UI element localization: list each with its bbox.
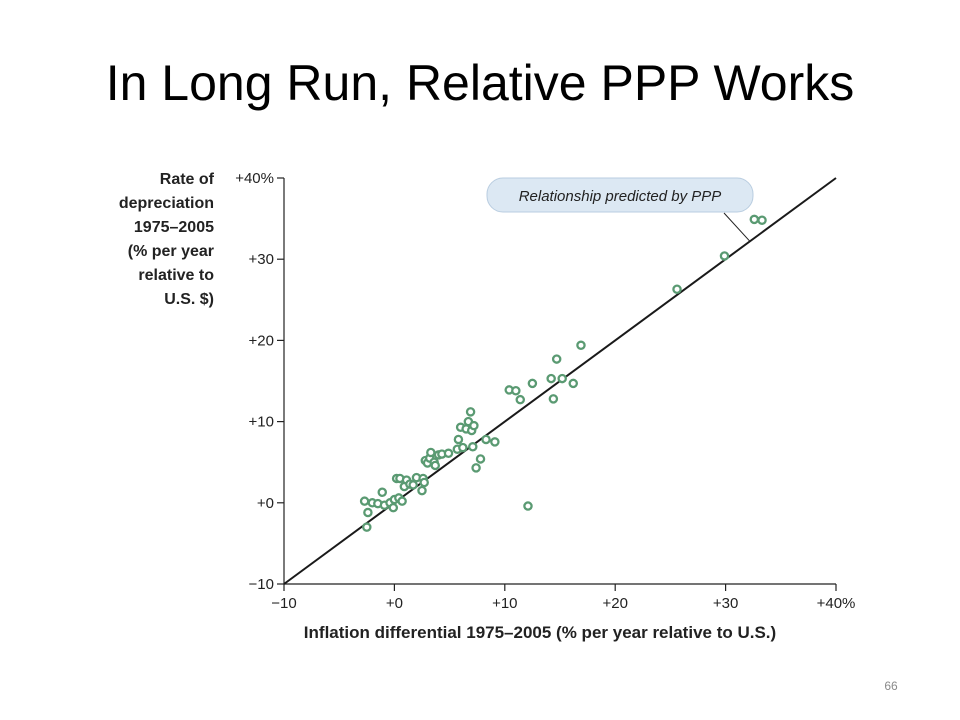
data-point	[490, 437, 500, 447]
data-point	[749, 214, 760, 225]
page-number: 66	[884, 679, 898, 693]
x-tick-label: +10	[492, 595, 517, 612]
y-tick-label: +40%	[235, 170, 274, 187]
data-point	[523, 501, 533, 511]
callout-pointer	[723, 212, 751, 242]
data-point	[443, 448, 454, 459]
data-point	[465, 407, 476, 417]
data-point	[408, 480, 418, 490]
data-point	[458, 442, 468, 453]
y-tick-label: +10	[249, 414, 274, 431]
y-axis-label-line: 1975–2005	[134, 219, 214, 236]
y-tick-label: +30	[249, 251, 274, 268]
ppp-callout: Relationship predicted by PPP	[486, 177, 754, 242]
slide-title: In Long Run, Relative PPP Works	[105, 55, 855, 111]
y-axis-label-line: (% per year	[128, 243, 214, 260]
y-tick-label: +0	[257, 495, 274, 512]
data-point	[362, 522, 372, 532]
data-point	[557, 373, 567, 384]
callout-box	[486, 177, 754, 213]
data-point	[672, 284, 682, 294]
y-axis-label-line: depreciation	[119, 195, 214, 212]
y-axis-label: Rate of depreciation 1975–2005 (% per year r…	[119, 171, 215, 308]
x-tick-label: −10	[271, 595, 296, 612]
y-axis-label-line: Rate of	[160, 171, 215, 188]
data-point	[426, 447, 436, 458]
data-point	[475, 454, 486, 464]
x-axis-label: Inflation differential 1975–2005 (% per …	[304, 623, 776, 642]
y-axis-label-line: U.S. $)	[164, 291, 214, 308]
data-point	[511, 385, 521, 396]
data-point	[551, 354, 562, 364]
data-point	[359, 496, 370, 506]
data-point	[568, 378, 578, 389]
x-tick-label: +30	[713, 595, 738, 612]
y-axis-label-line: relative to	[138, 267, 214, 284]
data-point	[719, 251, 730, 261]
chart-axes	[277, 177, 837, 591]
data-point	[419, 477, 429, 488]
x-tick-label: +20	[602, 595, 627, 612]
data-point	[757, 215, 767, 225]
data-points	[359, 214, 767, 532]
data-point	[388, 502, 399, 513]
callout-text: Relationship predicted by PPP	[519, 188, 722, 205]
data-point	[377, 487, 388, 497]
data-point	[576, 340, 586, 351]
data-point	[363, 507, 373, 518]
data-point	[546, 373, 556, 384]
data-point	[527, 378, 538, 389]
data-point	[515, 394, 526, 405]
y-tick-label: +20	[249, 332, 274, 349]
data-point	[397, 496, 407, 506]
data-point	[469, 420, 479, 431]
data-point	[548, 394, 559, 404]
y-tick-label: −10	[249, 576, 274, 593]
tick-labels: −10 +0 +10 +20 +30 +40% −10 +0 +10 +20 +30 +40%	[235, 170, 855, 612]
x-tick-label: +0	[386, 595, 403, 612]
data-point	[417, 485, 427, 496]
data-point	[471, 463, 481, 473]
data-point	[453, 434, 464, 445]
data-point	[481, 434, 491, 445]
x-tick-label: +40%	[817, 595, 856, 612]
data-point	[468, 442, 478, 452]
data-point	[430, 460, 440, 471]
